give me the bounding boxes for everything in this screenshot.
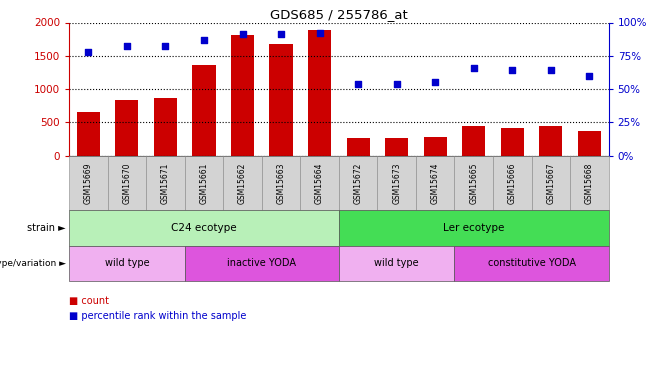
Point xyxy=(83,49,93,55)
Point xyxy=(468,65,479,71)
Point xyxy=(430,80,440,86)
Point xyxy=(199,37,209,43)
Text: ■ percentile rank within the sample: ■ percentile rank within the sample xyxy=(69,310,247,321)
Text: GSM15661: GSM15661 xyxy=(199,162,209,204)
Bar xyxy=(385,138,408,156)
Point xyxy=(584,73,595,79)
Text: genotype/variation ►: genotype/variation ► xyxy=(0,259,66,268)
Bar xyxy=(154,98,177,156)
Text: ■ count: ■ count xyxy=(69,296,109,306)
Point xyxy=(315,30,325,36)
Title: GDS685 / 255786_at: GDS685 / 255786_at xyxy=(270,8,408,21)
Bar xyxy=(192,65,216,156)
Bar xyxy=(462,126,486,156)
Text: GSM15674: GSM15674 xyxy=(431,162,440,204)
Bar xyxy=(578,131,601,156)
Text: GSM15669: GSM15669 xyxy=(84,162,93,204)
Text: inactive YODA: inactive YODA xyxy=(227,258,296,268)
Text: GSM15673: GSM15673 xyxy=(392,162,401,204)
Point xyxy=(392,81,402,87)
Text: wild type: wild type xyxy=(374,258,419,268)
Text: GSM15672: GSM15672 xyxy=(353,162,363,204)
Text: GSM15663: GSM15663 xyxy=(276,162,286,204)
Text: GSM15668: GSM15668 xyxy=(585,162,594,204)
Text: C24 ecotype: C24 ecotype xyxy=(171,223,237,233)
Bar xyxy=(424,137,447,156)
Text: wild type: wild type xyxy=(105,258,149,268)
Text: GSM15665: GSM15665 xyxy=(469,162,478,204)
Text: constitutive YODA: constitutive YODA xyxy=(488,258,576,268)
Bar xyxy=(231,35,254,156)
Bar xyxy=(540,126,563,156)
Text: GSM15664: GSM15664 xyxy=(315,162,324,204)
Text: GSM15667: GSM15667 xyxy=(546,162,555,204)
Bar xyxy=(270,45,293,156)
Point xyxy=(122,44,132,50)
Point xyxy=(238,32,248,38)
Point xyxy=(507,68,518,74)
Point xyxy=(545,68,556,74)
Text: Ler ecotype: Ler ecotype xyxy=(443,223,505,233)
Bar xyxy=(77,112,100,156)
Point xyxy=(353,81,363,87)
Text: GSM15662: GSM15662 xyxy=(238,162,247,204)
Bar xyxy=(347,138,370,156)
Text: strain ►: strain ► xyxy=(27,223,66,233)
Point xyxy=(160,44,170,50)
Text: GSM15666: GSM15666 xyxy=(508,162,517,204)
Text: GSM15671: GSM15671 xyxy=(161,162,170,204)
Point xyxy=(276,32,286,38)
Bar xyxy=(308,30,331,156)
Bar xyxy=(115,100,138,156)
Text: GSM15670: GSM15670 xyxy=(122,162,132,204)
Bar xyxy=(501,128,524,156)
